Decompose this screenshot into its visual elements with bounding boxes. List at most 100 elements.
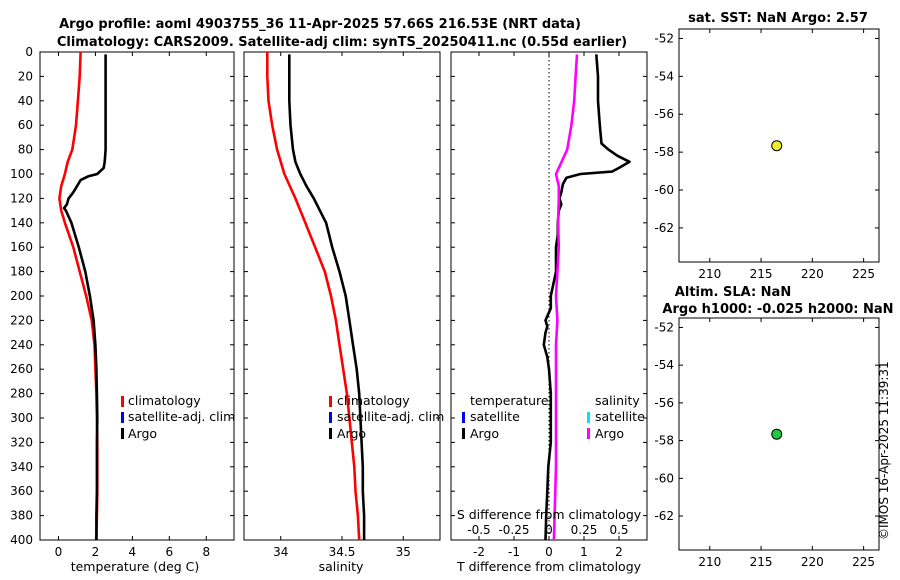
salinity-legend: climatology satellite-adj. clim Argo: [329, 393, 444, 441]
x-tick-label: -2: [473, 545, 485, 559]
legend-label-argo: Argo: [337, 426, 366, 441]
x-tick-label: 4: [129, 545, 137, 559]
s-tick-label: 0.5: [609, 523, 628, 537]
y-tick-label: 120: [10, 191, 33, 205]
y-tick-label: 400: [10, 533, 33, 547]
series-line-1: [552, 54, 579, 541]
y-tick-label: -52: [654, 320, 674, 334]
legend-label-t-satellite: satellite: [470, 409, 520, 424]
y-tick-label: -56: [654, 107, 674, 121]
x-tick-label: 210: [698, 267, 721, 281]
x-tick-label: 210: [698, 555, 721, 569]
y-tick-label: 60: [18, 118, 33, 132]
x-tick-label: 0: [545, 545, 553, 559]
sla-map-panel: 210 215 220 225 -52 -54 -56 -58 -60 -62: [654, 317, 880, 569]
difference-panel: -2 -1 0 1 2 -0.5 -0.25 0 0.25 0.5: [450, 51, 648, 559]
figure-title-line1: Argo profile: aoml 4903755_36 11-Apr-202…: [59, 17, 581, 32]
y-tick-label: -58: [654, 145, 674, 159]
y-tick-label: 100: [10, 167, 33, 181]
y-tick-label: 160: [10, 240, 33, 254]
legend-swatch-t-argo: [462, 428, 465, 439]
x-tick-label: 215: [750, 267, 773, 281]
x-tick-label: 2: [615, 545, 623, 559]
x-tick-label: 225: [852, 267, 875, 281]
legend-label-argo: Argo: [128, 426, 157, 441]
y-tick-label: -58: [654, 434, 674, 448]
s-tick-label: -0.5: [467, 523, 490, 537]
y-tick-label: -60: [654, 183, 674, 197]
y-tick-label: 320: [10, 435, 33, 449]
x-tick-label: 35: [396, 545, 411, 559]
difference-bottom-xlabel: T difference from climatology: [456, 559, 642, 574]
temperature-xlabel: temperature (deg C): [71, 559, 200, 574]
y-tick-label: -54: [654, 69, 674, 83]
y-tick-label: 20: [18, 69, 33, 83]
y-tick-label: 0: [25, 45, 33, 59]
s-tick-label: -0.25: [498, 523, 529, 537]
sla-map-title-line2: Argo h1000: -0.025 h2000: NaN: [662, 302, 893, 317]
x-tick-label: 1: [580, 545, 588, 559]
y-tick-label: -52: [654, 31, 674, 45]
sst-map-title: sat. SST: NaN Argo: 2.57: [688, 11, 868, 26]
legend-swatch-satellite-adj: [121, 412, 124, 423]
series-line-0: [58, 51, 99, 541]
legend-label-satellite-adj: satellite-adj. clim: [337, 409, 444, 424]
legend-label-s-argo: Argo: [595, 426, 624, 441]
s-tick-label: 0.25: [571, 523, 598, 537]
x-tick-label: 8: [202, 545, 210, 559]
y-tick-label: 200: [10, 289, 33, 303]
legend-swatch-argo: [121, 428, 124, 439]
series-line-1: [287, 54, 366, 540]
y-tick-label: 260: [10, 362, 33, 376]
x-tick-label: 215: [750, 555, 773, 569]
legend-label-climatology: climatology: [337, 393, 410, 408]
x-tick-label: 2: [92, 545, 100, 559]
x-tick-label: 220: [801, 267, 824, 281]
legend-swatch-climatology: [329, 396, 332, 407]
y-tick-label: 360: [10, 484, 33, 498]
x-tick-label: 0: [55, 545, 63, 559]
map-axes-box: [678, 317, 880, 551]
legend-label-satellite-adj: satellite-adj. clim: [128, 409, 235, 424]
x-tick-label: 34: [273, 545, 288, 559]
axes-box: [39, 51, 235, 541]
y-tick-label: 180: [10, 265, 33, 279]
legend-label-t-argo: Argo: [470, 426, 499, 441]
salinity-panel: 34 34.5 35: [243, 51, 441, 559]
series-line-0: [265, 52, 361, 541]
temperature-legend: climatology satellite-adj. clim Argo: [121, 393, 235, 441]
x-tick-label: 225: [852, 555, 875, 569]
difference-top-xlabel: S difference from climatology: [457, 507, 642, 522]
y-tick-label: -62: [654, 221, 674, 235]
salinity-xlabel: salinity: [319, 559, 364, 574]
y-tick-label: -54: [654, 358, 674, 372]
s-tick-label: 0: [545, 523, 553, 537]
legend-swatch-s-argo: [587, 428, 590, 439]
x-tick-label: 34.5: [329, 545, 356, 559]
y-tick-label: -60: [654, 471, 674, 485]
figure-title-line2: Climatology: CARS2009. Satellite-adj cli…: [57, 35, 627, 50]
y-tick-label: 340: [10, 460, 33, 474]
x-tick-label: -1: [508, 545, 520, 559]
y-tick-label: 40: [18, 94, 33, 108]
legend-swatch-satellite-adj: [329, 412, 332, 423]
legend-swatch-s-satellite: [587, 412, 590, 423]
legend-swatch-climatology: [121, 396, 124, 407]
legend-header-temperature: temperature: [470, 393, 549, 408]
legend-swatch-argo: [329, 428, 332, 439]
y-tick-label: 140: [10, 216, 33, 230]
sla-map-title-line1: Altim. SLA: NaN: [675, 285, 791, 300]
legend-swatch-t-satellite: [462, 412, 465, 423]
map-axes-box: [678, 28, 880, 263]
y-tick-label: 280: [10, 387, 33, 401]
temperature-panel: 0 2 4 6 802040608010012014016018020022024026…: [10, 45, 235, 559]
y-tick-label: 300: [10, 411, 33, 425]
sst-map-panel: 210 215 220 225 -52 -54 -56 -58 -60 -62: [654, 28, 880, 281]
argo-location-marker: [771, 428, 783, 440]
legend-label-climatology: climatology: [128, 393, 201, 408]
legend-header-salinity: salinity: [595, 393, 640, 408]
y-tick-label: 220: [10, 313, 33, 327]
copyright-timestamp: ©IMOS 16-Apr-2025 11:39:31: [877, 361, 891, 540]
x-tick-label: 6: [166, 545, 174, 559]
